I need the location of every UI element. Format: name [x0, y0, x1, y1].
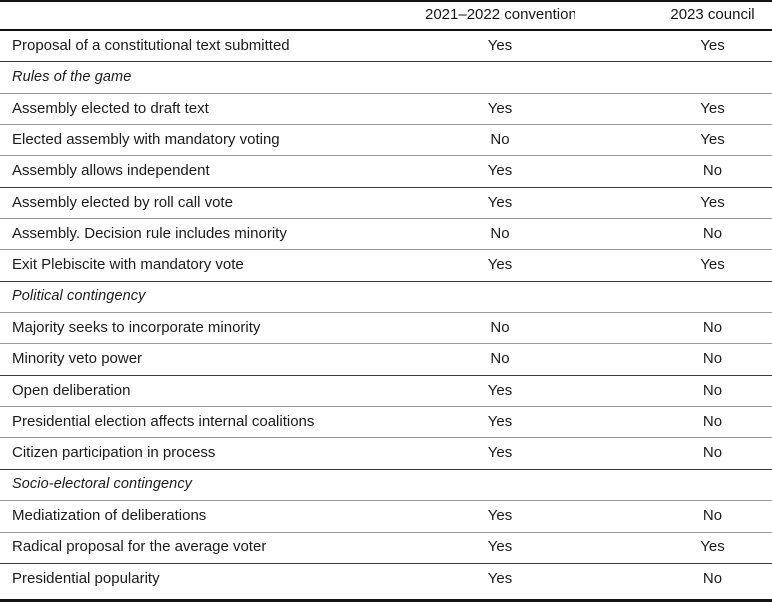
table-rows: Proposal of a constitutional text submit… — [0, 31, 772, 595]
table-row: Assembly. Decision rule includes minorit… — [0, 219, 772, 251]
council-value: Yes — [700, 100, 725, 117]
convention-value: Yes — [487, 508, 513, 525]
table-row: Open deliberation Yes No — [0, 376, 772, 408]
council-value: No — [702, 414, 723, 431]
council-value: Yes — [700, 539, 725, 556]
column-header-convention: 2021–2022 convention — [425, 7, 575, 24]
row-label: Mediatization of deliberations — [12, 508, 207, 525]
convention-value: No — [490, 320, 510, 337]
section-header-row: Political contingency — [0, 282, 772, 314]
council-value: No — [702, 351, 723, 368]
council-value: Yes — [700, 131, 725, 148]
row-label: Citizen participation in process — [12, 445, 216, 462]
row-label: Open deliberation — [12, 382, 131, 399]
table-row: Exit Plebiscite with mandatory vote Yes Ye… — [0, 250, 772, 282]
council-value: No — [702, 382, 723, 399]
row-label: Elected assembly with mandatory voting — [12, 131, 280, 148]
table-row: Majority seeks to incorporate minority No… — [0, 313, 772, 345]
council-value: Yes — [700, 194, 725, 211]
row-label: Majority seeks to incorporate minority — [12, 320, 261, 337]
council-value: No — [702, 225, 723, 242]
section-header-row: Rules of the game — [0, 62, 772, 94]
row-label: Assembly elected to draft text — [12, 100, 209, 117]
convention-value: Yes — [487, 257, 513, 274]
table-row: Radical proposal for the average voter Ye… — [0, 533, 772, 564]
section-header-row: Socio-electoral contingency — [0, 470, 772, 502]
council-value: No — [702, 571, 723, 588]
column-header-council: 2023 council — [670, 7, 755, 24]
table-row: Minority veto power No No — [0, 344, 772, 376]
table-row: Assembly elected by roll call vote Yes Yes — [0, 188, 772, 220]
council-value: No — [702, 508, 723, 525]
convention-value: Yes — [487, 163, 513, 180]
table-row: Elected assembly with mandatory voting No… — [0, 125, 772, 157]
row-label: Minority veto power — [12, 351, 143, 368]
convention-value: No — [490, 131, 510, 148]
council-value: No — [702, 445, 723, 462]
section-title: Political contingency — [12, 288, 146, 304]
table-row: Presidential popularity Yes No — [0, 564, 772, 595]
convention-value: No — [490, 351, 510, 368]
table-row: Mediatization of deliberations Yes No — [0, 501, 772, 533]
table-row: Assembly elected to draft text Yes Yes — [0, 94, 772, 126]
convention-value: Yes — [487, 37, 513, 54]
table-row: Assembly allows independent Yes No — [0, 156, 772, 188]
convention-value: Yes — [487, 571, 513, 588]
table-header-row: 2021–2022 convention 2023 council — [0, 2, 772, 31]
convention-value: No — [490, 225, 510, 242]
section-title: Socio-electoral contingency — [12, 477, 193, 493]
table-row: Presidential election affects internal c… — [0, 407, 772, 439]
row-label: Presidential election affects internal c… — [12, 414, 315, 431]
row-label: Proposal of a constitutional text submit… — [12, 37, 290, 54]
row-label: Assembly. Decision rule includes minorit… — [12, 225, 287, 242]
convention-value: Yes — [487, 194, 513, 211]
row-label: Presidential popularity — [12, 571, 160, 588]
row-label: Assembly allows independent — [12, 163, 210, 180]
row-label: Assembly elected by roll call vote — [12, 194, 233, 211]
convention-value: Yes — [487, 100, 513, 117]
council-value: Yes — [700, 37, 725, 54]
table-row: Proposal of a constitutional text submit… — [0, 31, 772, 63]
row-label: Radical proposal for the average voter — [12, 539, 267, 556]
convention-value: Yes — [487, 382, 513, 399]
council-value: Yes — [700, 257, 725, 274]
convention-value: Yes — [487, 539, 513, 556]
table-row: Citizen participation in process Yes No — [0, 438, 772, 470]
convention-value: Yes — [487, 414, 513, 431]
council-value: No — [702, 320, 723, 337]
convention-value: Yes — [487, 445, 513, 462]
council-value: No — [702, 163, 723, 180]
section-title: Rules of the game — [12, 69, 132, 85]
row-label: Exit Plebiscite with mandatory vote — [12, 257, 244, 274]
